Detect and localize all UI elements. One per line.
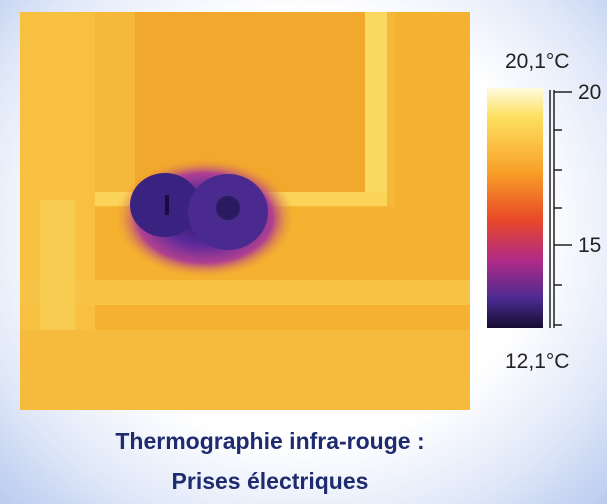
max-label: 20,1°C xyxy=(505,50,569,73)
scale-axis xyxy=(550,90,572,328)
thermal-image xyxy=(20,12,470,410)
caption-line: Thermographie infra-rouge : xyxy=(0,428,540,455)
caption-line: Prises électriques xyxy=(0,468,540,495)
page: 20,1°C 20 15 12,1°C Thermographie infra-… xyxy=(0,0,607,504)
color-scale xyxy=(487,88,543,328)
thermal-view: 20,1°C 20 15 12,1°C xyxy=(0,0,607,420)
scale-tick-label: 15 xyxy=(578,234,601,257)
scale-tick-label: 20 xyxy=(578,81,601,104)
min-label: 12,1°C xyxy=(505,350,569,373)
